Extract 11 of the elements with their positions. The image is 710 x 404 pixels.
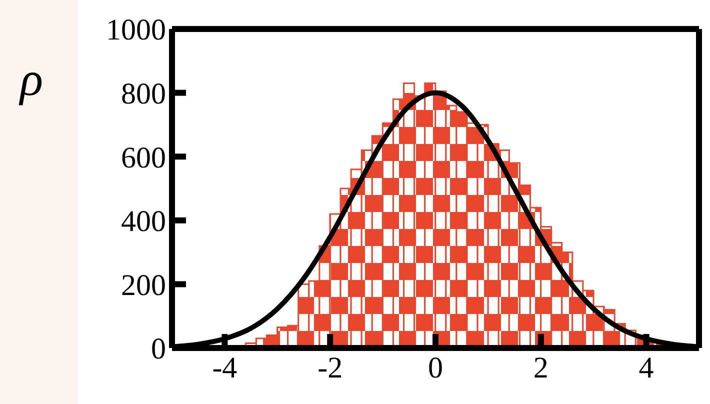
x-tick-label: -4: [212, 351, 238, 384]
x-tick-label: 2: [533, 351, 548, 384]
y-tick-label: 800: [121, 77, 166, 110]
y-tick-label: 400: [121, 205, 166, 238]
y-tick-label: 200: [121, 268, 166, 302]
x-tick-label: -2: [318, 351, 343, 384]
y-axis-title: ρ: [20, 52, 44, 107]
x-tick-label: 0: [428, 351, 443, 384]
x-tick-label: 4: [638, 351, 654, 384]
y-tick-label: 600: [121, 141, 166, 174]
y-tick-label: 1000: [106, 14, 166, 47]
